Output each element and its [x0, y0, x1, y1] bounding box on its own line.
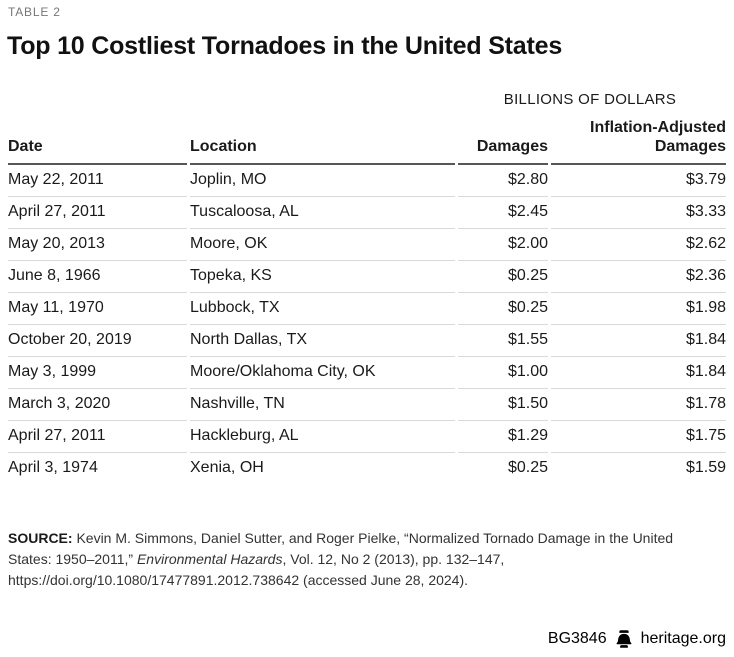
col-header-damages: Damages: [458, 118, 548, 165]
col-header-inflation-line2: Damages: [654, 138, 726, 155]
cell-location: Nashville, TN: [190, 389, 455, 421]
cell-date: April 27, 2011: [8, 197, 187, 229]
cell-damages: $1.29: [458, 421, 548, 453]
table-row: May 11, 1970 Lubbock, TX $0.25 $1.98: [8, 293, 726, 325]
units-label: BILLIONS OF DOLLARS: [503, 91, 677, 108]
cell-location: Moore, OK: [190, 229, 455, 261]
cell-damages: $2.45: [458, 197, 548, 229]
cell-date: April 3, 1974: [8, 459, 98, 476]
cell-inflation-adjusted: $1.59: [685, 459, 726, 476]
cell-inflation-adjusted: $1.78: [551, 389, 726, 421]
cell-damages: $2.00: [458, 229, 548, 261]
cell-location: Topeka, KS: [190, 261, 455, 293]
col-header-inflation-adjusted-damages: Inflation-Adjusted Damages: [551, 118, 726, 165]
cell-location: Joplin, MO: [190, 165, 455, 197]
cell-damages: $1.55: [458, 325, 548, 357]
source-text-1: Kevin M. Simmons, Daniel Sutter, and Rog…: [8, 530, 674, 567]
source-note: SOURCE: Kevin M. Simmons, Daniel Sutter,…: [8, 528, 708, 591]
table-row: April 27, 2011 Hackleburg, AL $1.29 $1.7…: [8, 421, 726, 453]
site-name: heritage.org: [640, 630, 726, 647]
table-row: May 3, 1999 Moore/Oklahoma City, OK $1.0…: [8, 357, 726, 389]
col-header-date: Date: [8, 118, 187, 165]
cell-date: October 20, 2019: [8, 325, 187, 357]
footer: BG3846 heritage.org: [548, 630, 726, 648]
page-title: Top 10 Costliest Tornadoes in the United…: [7, 32, 563, 60]
cell-inflation-adjusted: $1.84: [551, 325, 726, 357]
cell-damages: $1.00: [458, 357, 548, 389]
cell-inflation-adjusted: $1.98: [551, 293, 726, 325]
cell-inflation-adjusted: $3.33: [551, 197, 726, 229]
source-label: SOURCE:: [8, 530, 73, 546]
source-text-2: , Vol. 12, No 2 (2013), pp. 132–147, htt…: [8, 551, 505, 588]
source-journal-name: Environmental Hazards: [136, 551, 283, 567]
cell-location: Moore/Oklahoma City, OK: [190, 357, 455, 389]
units-row: BILLIONS OF DOLLARS: [8, 91, 726, 108]
cell-inflation-adjusted: $2.62: [551, 229, 726, 261]
table-row: March 3, 2020 Nashville, TN $1.50 $1.78: [8, 389, 726, 421]
cell-damages: $1.50: [458, 389, 548, 421]
table-number-label: TABLE 2: [8, 5, 61, 19]
cell-inflation-adjusted: $1.84: [551, 357, 726, 389]
cell-date: April 27, 2011: [8, 421, 187, 453]
report-id: BG3846: [547, 630, 607, 647]
cell-date: May 3, 1999: [8, 357, 187, 389]
table-row: June 8, 1966 Topeka, KS $0.25 $2.36: [8, 261, 726, 293]
table-row: May 22, 2011 Joplin, MO $2.80 $3.79: [8, 165, 726, 197]
cell-location: North Dallas, TX: [190, 325, 455, 357]
table-header-row: Date Location Damages Inflation-Adjusted…: [8, 118, 726, 165]
cell-location: Xenia, OH: [190, 459, 264, 476]
cell-inflation-adjusted: $2.36: [551, 261, 726, 293]
cell-location: Tuscaloosa, AL: [190, 197, 455, 229]
cell-location: Lubbock, TX: [190, 293, 455, 325]
cell-date: May 22, 2011: [8, 165, 187, 197]
cell-damages: $0.25: [458, 261, 548, 293]
heritage-bell-icon: [614, 630, 634, 648]
cell-damages: $2.80: [458, 165, 548, 197]
cell-damages: $0.25: [507, 459, 548, 476]
cell-date: June 8, 1966: [8, 261, 187, 293]
col-header-inflation-line1: Inflation-Adjusted: [590, 119, 726, 136]
table-row: October 20, 2019 North Dallas, TX $1.55 …: [8, 325, 726, 357]
cell-inflation-adjusted: $3.79: [551, 165, 726, 197]
table-row: May 20, 2013 Moore, OK $2.00 $2.62: [8, 229, 726, 261]
cell-date: May 20, 2013: [8, 229, 187, 261]
col-header-location: Location: [190, 118, 455, 165]
cell-damages: $0.25: [458, 293, 548, 325]
table-row: April 27, 2011 Tuscaloosa, AL $2.45 $3.3…: [8, 197, 726, 229]
cell-date: March 3, 2020: [8, 389, 187, 421]
cell-location: Hackleburg, AL: [190, 421, 455, 453]
tornado-cost-table: Date Location Damages Inflation-Adjusted…: [5, 118, 729, 484]
cell-date: May 11, 1970: [8, 293, 187, 325]
table-row: April 3, 1974 Xenia, OH $0.25 $1.59: [8, 453, 726, 484]
cell-inflation-adjusted: $1.75: [551, 421, 726, 453]
table-figure: TABLE 2 Top 10 Costliest Tornadoes in th…: [5, 5, 729, 591]
